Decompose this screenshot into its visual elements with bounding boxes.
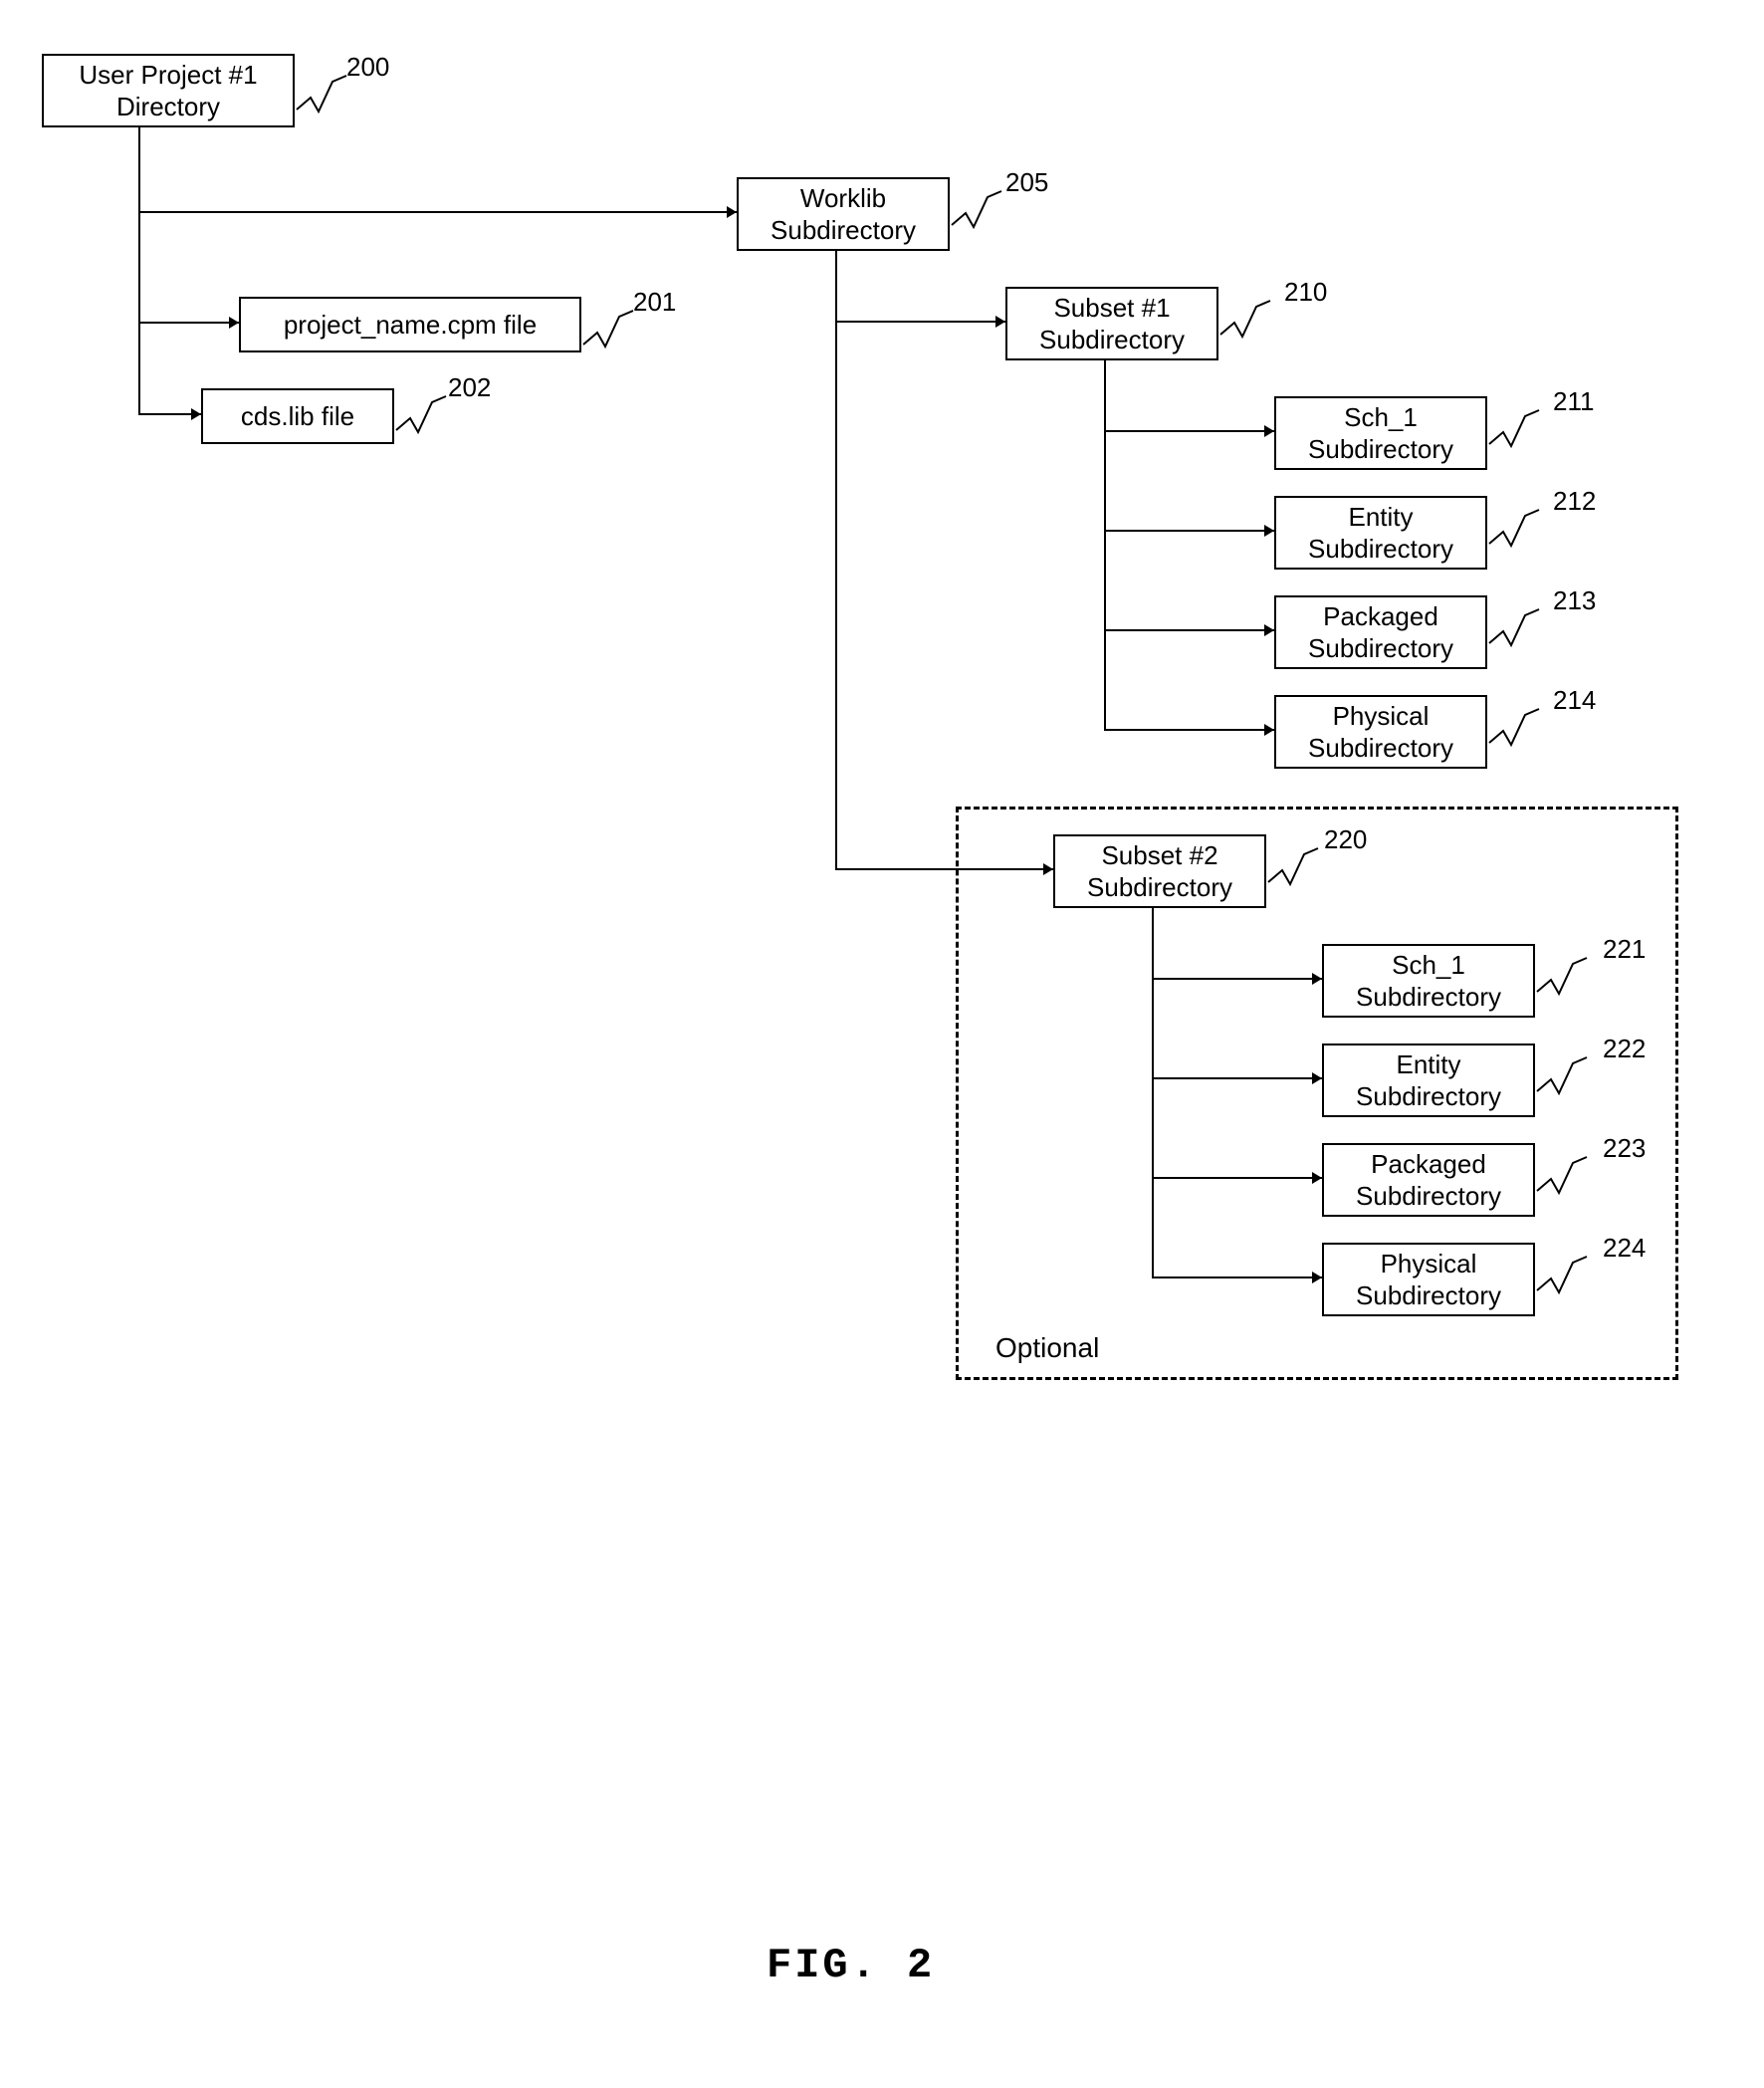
leadline-icon bbox=[1487, 607, 1547, 647]
node-cdslib-file: cds.lib file bbox=[201, 388, 394, 444]
leadline-icon bbox=[1487, 508, 1547, 548]
leadline-icon bbox=[295, 74, 354, 114]
ref-label: 210 bbox=[1284, 277, 1327, 308]
diagram-canvas: User Project #1 Directory project_name.c… bbox=[0, 0, 1764, 2088]
node-label: Physical Subdirectory bbox=[1308, 700, 1453, 765]
optional-group-box bbox=[956, 807, 1678, 1380]
node-label: Entity Subdirectory bbox=[1308, 501, 1453, 566]
leadline-icon bbox=[950, 189, 1009, 229]
node-label: cds.lib file bbox=[241, 400, 354, 433]
ref-label: 211 bbox=[1553, 386, 1594, 417]
node-subset1-subdir: Subset #1 Subdirectory bbox=[1005, 287, 1218, 360]
ref-label: 202 bbox=[448, 372, 491, 403]
node-packaged-subdir-a: Packaged Subdirectory bbox=[1274, 595, 1487, 669]
leadline-icon bbox=[1487, 707, 1547, 747]
node-cpm-file: project_name.cpm file bbox=[239, 297, 581, 352]
ref-label: 213 bbox=[1553, 585, 1596, 616]
ref-label: 205 bbox=[1005, 167, 1048, 198]
node-label: Subset #1 Subdirectory bbox=[1039, 292, 1185, 356]
leadline-icon bbox=[1218, 299, 1278, 339]
node-sch1-subdir-a: Sch_1 Subdirectory bbox=[1274, 396, 1487, 470]
node-label: Packaged Subdirectory bbox=[1308, 600, 1453, 665]
figure-caption: FIG. 2 bbox=[767, 1942, 935, 1989]
leadline-icon bbox=[394, 394, 454, 434]
node-user-project-dir: User Project #1 Directory bbox=[42, 54, 295, 127]
optional-label: Optional bbox=[995, 1332, 1099, 1364]
node-label: Worklib Subdirectory bbox=[771, 182, 916, 247]
node-label: Sch_1 Subdirectory bbox=[1308, 401, 1453, 466]
node-entity-subdir-a: Entity Subdirectory bbox=[1274, 496, 1487, 570]
node-label: User Project #1 Directory bbox=[79, 59, 257, 123]
node-physical-subdir-a: Physical Subdirectory bbox=[1274, 695, 1487, 769]
leadline-icon bbox=[1487, 408, 1547, 448]
ref-label: 212 bbox=[1553, 486, 1596, 517]
node-worklib-subdir: Worklib Subdirectory bbox=[737, 177, 950, 251]
node-label: project_name.cpm file bbox=[284, 309, 537, 342]
leadline-icon bbox=[581, 309, 641, 348]
ref-label: 214 bbox=[1553, 685, 1596, 716]
